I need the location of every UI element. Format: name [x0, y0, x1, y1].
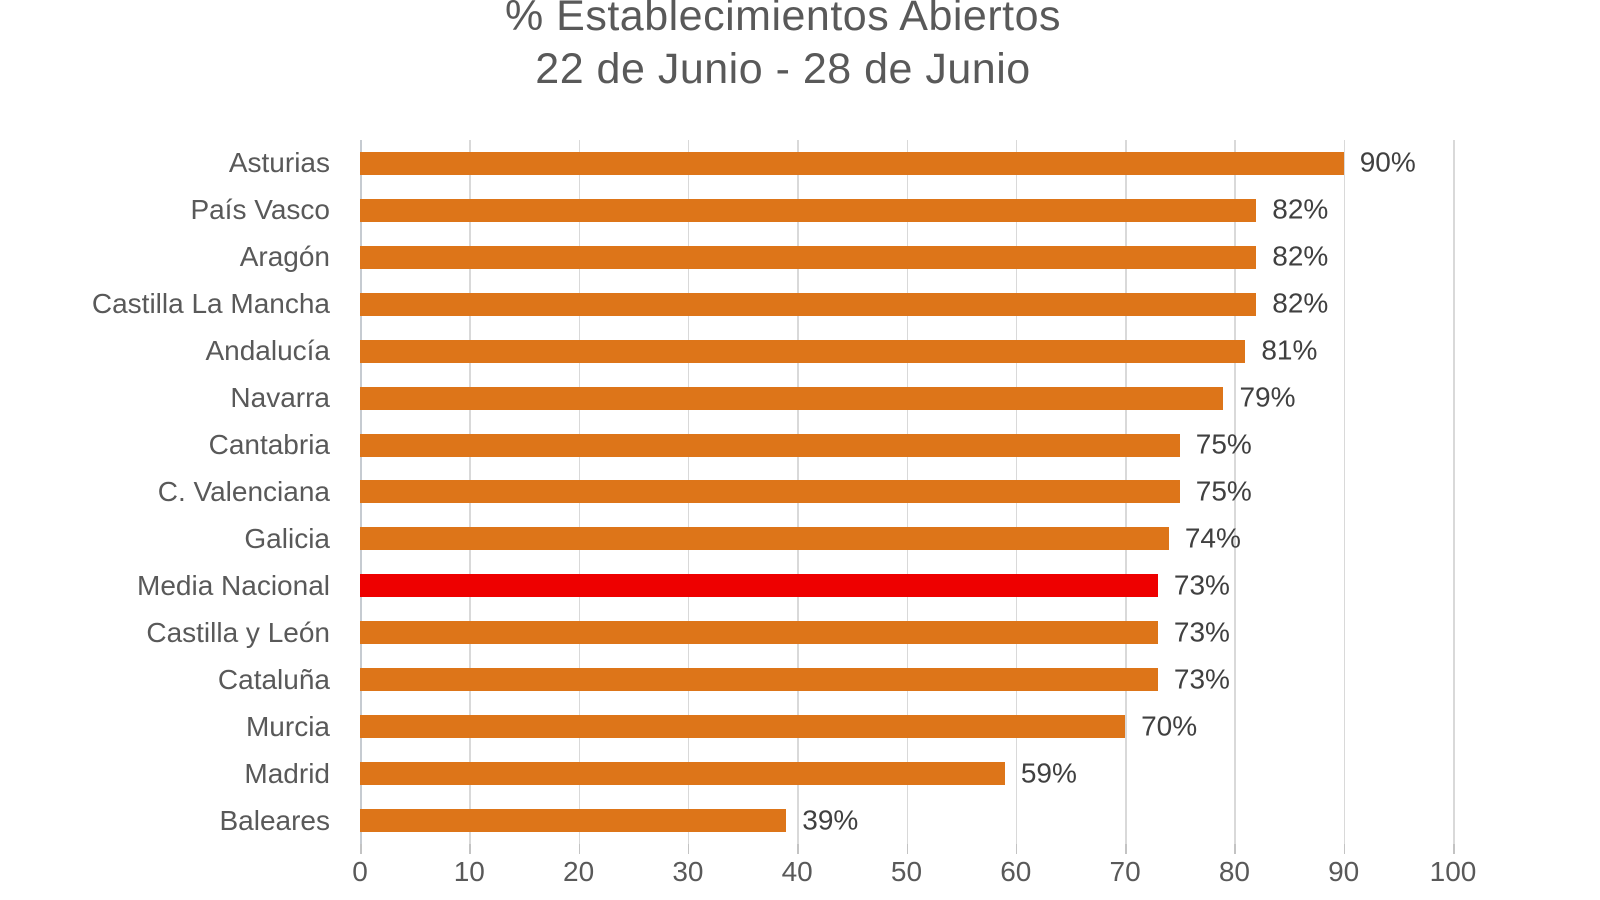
axis-tick-mark: [906, 844, 908, 854]
bar-row: 59%: [360, 750, 1453, 797]
bar: [360, 386, 1224, 410]
bar: [360, 809, 787, 833]
category-label: Galicia: [244, 522, 330, 554]
axis-tick-mark: [360, 844, 362, 854]
bar-row: 79%: [360, 375, 1453, 422]
category-axis-labels: Asturias País Vasco Aragón Castilla La Manc…: [0, 140, 346, 844]
bar-value-label: 75%: [1195, 475, 1252, 507]
x-axis-tick-label: 10: [453, 856, 485, 887]
bar-row: 74%: [360, 515, 1453, 562]
gridline: [1234, 140, 1236, 844]
bar-row: 90%: [360, 140, 1453, 187]
bar: [360, 245, 1257, 269]
x-axis-tick-label: 50: [890, 856, 923, 887]
bar: [360, 480, 1180, 504]
category-label: Baleares: [219, 804, 330, 836]
bar-value-label: 73%: [1173, 663, 1230, 695]
category-label: País Vasco: [190, 194, 330, 226]
bar-row: 81%: [360, 328, 1453, 375]
bar-row: 70%: [360, 703, 1453, 750]
x-axis-tick-label: 30: [672, 856, 704, 887]
category-label: Murcia: [245, 710, 330, 742]
category-label: Castilla y León: [146, 616, 330, 648]
bar-value-label: 74%: [1184, 522, 1241, 554]
x-axis-tick-label: 80: [1218, 856, 1250, 887]
x-axis-tick-label: 90: [1328, 856, 1360, 887]
bar-value-label: 90%: [1359, 146, 1416, 178]
bar-row: 73%: [360, 609, 1453, 656]
bar-row: 82%: [360, 187, 1453, 234]
category-label: Andalucía: [205, 335, 330, 367]
bar-value-label: 82%: [1272, 287, 1329, 319]
bar-row: 82%: [360, 234, 1453, 281]
bar-value-label: 73%: [1173, 569, 1230, 601]
bar: [360, 621, 1158, 645]
chart-title-line-2: 22 de Junio - 28 de Junio: [535, 45, 1031, 93]
bar-value-label: 81%: [1261, 334, 1318, 366]
category-label: Cataluña: [217, 663, 330, 695]
category-label: Media Nacional: [137, 569, 330, 601]
gridline: [1453, 140, 1455, 844]
bar-value-label: 82%: [1272, 240, 1329, 272]
category-label: Cantabria: [208, 429, 330, 461]
bar-value-label: 70%: [1141, 710, 1198, 742]
bar-value-label: 79%: [1239, 381, 1296, 413]
bar-value-label: 75%: [1195, 428, 1252, 460]
bar: [360, 339, 1246, 363]
x-axis-tick-label: 100: [1429, 856, 1477, 887]
category-label: C. Valenciana: [157, 475, 330, 507]
x-axis-tick-label: 60: [1000, 856, 1032, 887]
value-axis-labels: 0 10 20 30 40 50 60 70 80 90 100: [352, 856, 1476, 896]
chart-title-line-1: % Establecimientos Abiertos: [504, 0, 1062, 40]
bar: [360, 198, 1257, 222]
category-label: Castilla La Mancha: [91, 288, 330, 320]
bar-row: 73%: [360, 656, 1453, 703]
category-label: Navarra: [230, 382, 330, 414]
bar-value-label: 39%: [802, 803, 859, 835]
category-label: Madrid: [244, 757, 330, 789]
bar: [360, 433, 1180, 457]
plot-area: 90% 82% 82% 82% 81% 79% 75% 75% 74% 73% 73% 73% 70% 5…: [360, 140, 1455, 854]
bar: [360, 151, 1344, 175]
axis-tick-mark: [1015, 844, 1018, 854]
bar: [360, 715, 1126, 739]
bar-row: 75%: [360, 469, 1453, 516]
category-label: Aragón: [239, 241, 330, 273]
bar: [360, 527, 1169, 551]
bar-row: 39%: [360, 797, 1453, 844]
axis-tick-mark: [687, 844, 690, 854]
category-label: Asturias: [228, 147, 330, 179]
bar: [360, 292, 1257, 316]
chart-title: % Establecimientos Abiertos 22 de Junio …: [0, 0, 1566, 96]
bar-row: 82%: [360, 281, 1453, 328]
axis-tick-mark: [469, 844, 471, 854]
bar-highlighted: [360, 574, 1158, 598]
axis-tick-mark: [578, 844, 581, 854]
x-axis-tick-label: 20: [563, 856, 595, 887]
bar: [360, 668, 1158, 692]
axis-tick-mark: [1453, 844, 1455, 854]
gridline: [1343, 140, 1346, 844]
axis-tick-mark: [797, 844, 799, 854]
bar: [360, 762, 1005, 786]
axis-tick-mark: [1125, 844, 1127, 854]
axis-tick-mark: [1234, 844, 1236, 854]
bar-value-label: 82%: [1272, 193, 1329, 225]
bar-row: 73%: [360, 562, 1453, 609]
x-axis-tick-label: 70: [1109, 856, 1141, 887]
axis-tick-mark: [1343, 844, 1346, 854]
x-axis-tick-label: 40: [781, 856, 813, 887]
bar-row: 75%: [360, 422, 1453, 469]
bar-value-label: 59%: [1020, 756, 1077, 788]
x-axis-tick-label: 0: [352, 856, 368, 887]
bar-value-label: 73%: [1173, 616, 1230, 648]
